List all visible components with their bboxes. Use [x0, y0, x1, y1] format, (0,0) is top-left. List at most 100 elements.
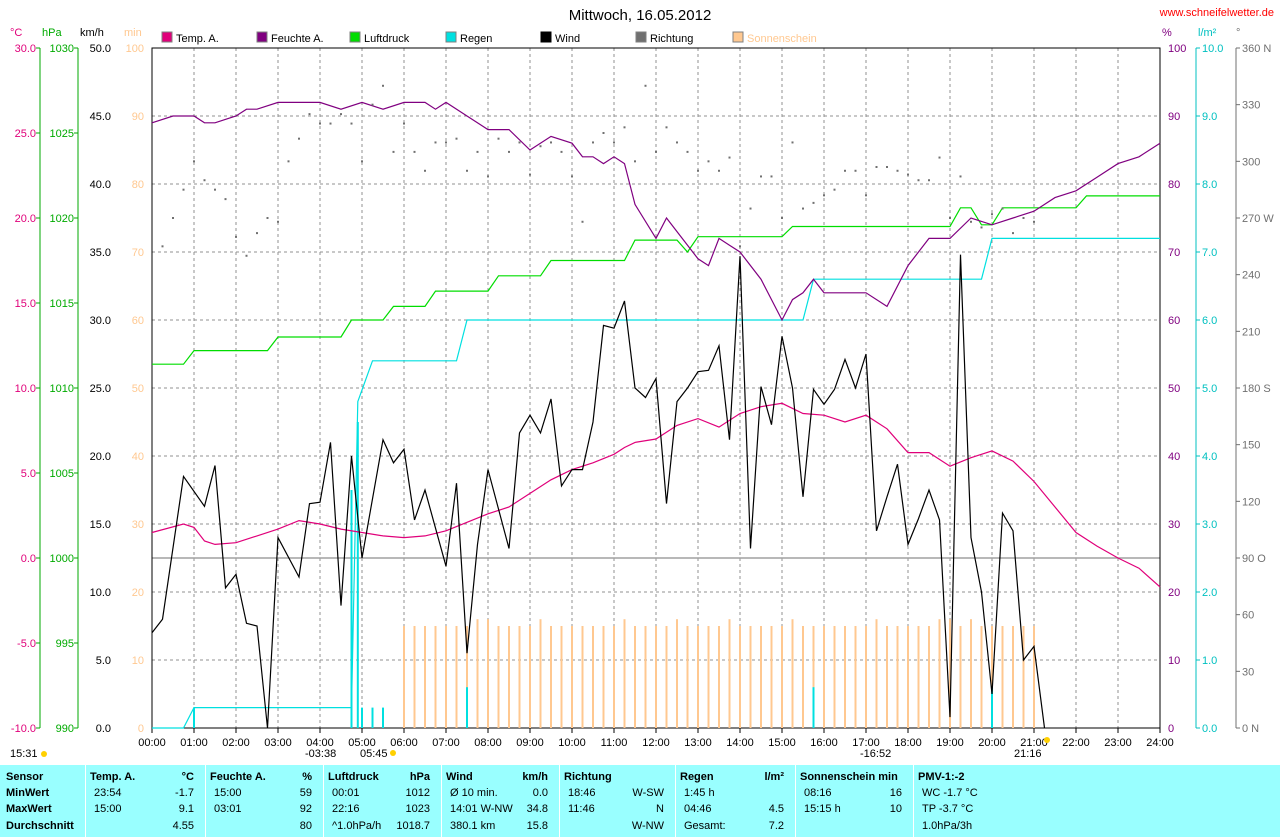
tick-label-sunshine: 0: [138, 723, 144, 735]
summary-unit-wind: km/h: [522, 771, 548, 783]
direction-point: [728, 156, 731, 159]
tick-label-direction: 180 S: [1242, 383, 1271, 395]
summary-value-direction: N: [656, 803, 664, 815]
direction-point: [340, 113, 342, 116]
summary-time-humidity: 03:01: [214, 803, 242, 815]
tick-label-rain: 10.0: [1202, 43, 1223, 55]
direction-point: [1022, 217, 1025, 219]
tick-label-temp: -10.0: [11, 723, 36, 735]
weather-chart: Mittwoch, 16.05.2012 www.schneifelwetter.…: [0, 0, 1280, 765]
tick-label-time: 15:00: [768, 737, 796, 749]
summary-header-pmv: PMV-1:-2: [918, 771, 965, 783]
summary-time-rain: 1:45 h: [684, 787, 715, 799]
sunset-icon: [1044, 737, 1050, 743]
series-line-temp: [151, 402, 1161, 588]
tick-label-rain: 7.0: [1202, 247, 1217, 259]
tick-label-rain: 4.0: [1202, 451, 1217, 463]
direction-point: [791, 141, 794, 144]
direction-point: [434, 141, 437, 144]
tick-label-time: 05:00: [348, 737, 376, 749]
tick-label-humidity: 50: [1168, 383, 1180, 395]
tick-label-direction: 120: [1242, 496, 1260, 508]
tick-label-time: 02:00: [222, 737, 250, 749]
direction-point: [959, 175, 962, 178]
legend-swatch-sunshine: [732, 31, 744, 43]
summary-value-temp: 4.55: [172, 820, 194, 832]
tick-label-wind: 5.0: [96, 655, 111, 667]
series-line-humidity: [151, 101, 1161, 322]
tick-label-pressure: 1020: [50, 213, 74, 225]
legend-label-direction: Richtung: [650, 33, 693, 45]
tick-label-temp: 25.0: [15, 128, 36, 140]
tick-label-rain: 9.0: [1202, 111, 1217, 123]
summary-value-humidity: 59: [299, 787, 312, 799]
direction-point: [844, 169, 846, 172]
summary-time-sunshine: 08:16: [804, 787, 832, 799]
direction-point: [623, 126, 626, 129]
tick-label-time: 06:00: [390, 737, 418, 749]
chart-title: Mittwoch, 16.05.2012: [569, 7, 712, 24]
summary-header-rain: Regen: [680, 771, 714, 783]
summary-time-pressure: 22:16: [332, 803, 360, 815]
legend-swatch-humidity: [256, 31, 268, 43]
summary-time-rain: Gesamt:: [684, 820, 726, 832]
direction-point: [539, 145, 542, 148]
direction-point: [361, 160, 363, 163]
direction-point: [634, 160, 636, 163]
direction-point: [445, 141, 447, 144]
tick-label-humidity: 60: [1168, 315, 1180, 327]
summary-value-temp: -1.7: [175, 787, 194, 799]
tick-label-time: 12:00: [642, 737, 670, 749]
direction-point: [970, 220, 972, 223]
direction-point: [497, 137, 500, 140]
sun-event-twilight-end: -16:52: [860, 748, 891, 760]
direction-point: [329, 122, 332, 125]
summary-header-temp: Temp. A.: [90, 771, 136, 783]
tick-label-temp: -5.0: [17, 638, 36, 650]
summary-column-separator: [205, 765, 206, 837]
axis-unit-wind: km/h: [80, 27, 104, 39]
direction-point: [812, 201, 815, 204]
summary-table: Sensor MinWert MaxWert Durchschnitt Temp. A.…: [0, 765, 1280, 837]
tick-label-wind: 50.0: [90, 43, 111, 55]
direction-point: [644, 84, 647, 87]
axis-unit-temp: °C: [10, 27, 22, 39]
summary-column-separator: [795, 765, 796, 837]
tick-label-rain: 6.0: [1202, 315, 1217, 327]
direction-point: [287, 160, 290, 163]
legend-swatch-temp: [161, 31, 173, 43]
summary-column-separator: [323, 765, 324, 837]
direction-point: [875, 166, 878, 168]
tick-label-sunshine: 50: [132, 383, 144, 395]
direction-point: [907, 173, 909, 176]
tick-label-time: 24:00: [1146, 737, 1174, 749]
axis-unit-sunshine: min: [124, 27, 142, 39]
summary-time-direction: 11:46: [568, 803, 595, 815]
summary-time-temp: 23:54: [94, 787, 122, 799]
direction-point: [424, 169, 426, 172]
direction-point: [392, 150, 395, 153]
direction-point: [1033, 220, 1035, 223]
chart-background: [0, 0, 1280, 765]
tick-label-wind: 35.0: [90, 247, 111, 259]
summary-header-wind: Wind: [446, 771, 473, 783]
tick-label-time: 17:00: [852, 737, 880, 749]
tick-label-sunshine: 100: [126, 43, 144, 55]
summary-value-direction: W-SW: [632, 787, 664, 799]
tick-label-rain: 5.0: [1202, 383, 1217, 395]
summary-row-label: MaxWert: [6, 803, 52, 815]
direction-point: [203, 179, 206, 182]
direction-point: [382, 84, 384, 87]
sunrise-icon: [390, 750, 396, 756]
summary-time-wind: 14:01 W-NW: [450, 803, 513, 815]
sun-event-sunset: 21:16: [1014, 748, 1042, 760]
tick-label-sunshine: 90: [132, 111, 144, 123]
tick-label-pressure: 995: [56, 638, 74, 650]
tick-label-time: 00:00: [138, 737, 166, 749]
summary-value-wind: 34.8: [526, 803, 548, 815]
summary-unit-temp: °C: [181, 771, 194, 783]
direction-point: [686, 150, 689, 153]
direction-point: [413, 150, 416, 153]
summary-time-pmv: 1.0hPa/3h: [922, 820, 973, 832]
direction-point: [823, 194, 825, 197]
